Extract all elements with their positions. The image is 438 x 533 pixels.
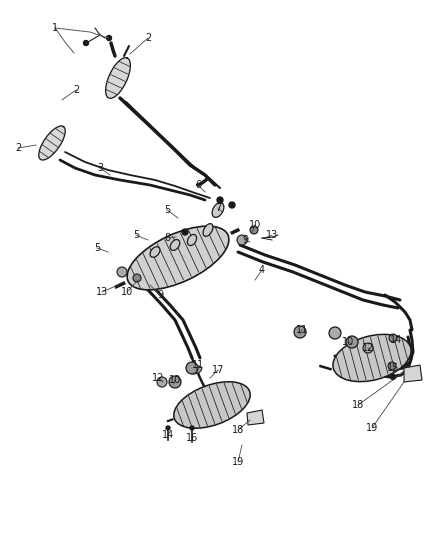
Text: 12: 12 — [362, 343, 374, 353]
Ellipse shape — [203, 224, 213, 236]
Circle shape — [250, 226, 258, 234]
Text: 1: 1 — [52, 23, 58, 33]
Text: 2: 2 — [145, 33, 151, 43]
Text: 17: 17 — [212, 365, 224, 375]
Text: 11: 11 — [192, 360, 204, 370]
Polygon shape — [106, 58, 131, 98]
Circle shape — [133, 274, 141, 282]
Circle shape — [363, 343, 373, 353]
Polygon shape — [247, 410, 264, 425]
Circle shape — [106, 36, 112, 41]
Circle shape — [237, 235, 247, 245]
Text: 7: 7 — [215, 203, 221, 213]
Circle shape — [157, 377, 167, 387]
Circle shape — [117, 267, 127, 277]
Text: 11: 11 — [296, 325, 308, 335]
Circle shape — [182, 229, 188, 235]
Text: 19: 19 — [232, 457, 244, 467]
Text: 13: 13 — [266, 230, 278, 240]
Circle shape — [217, 197, 223, 203]
Polygon shape — [39, 126, 65, 160]
Text: 4: 4 — [259, 265, 265, 275]
Text: 10: 10 — [169, 375, 181, 385]
Text: 18: 18 — [232, 425, 244, 435]
Ellipse shape — [187, 235, 197, 246]
Ellipse shape — [174, 382, 250, 428]
Circle shape — [294, 326, 306, 338]
Text: 2: 2 — [15, 143, 21, 153]
Circle shape — [166, 426, 170, 430]
Text: 5: 5 — [94, 243, 100, 253]
Ellipse shape — [333, 334, 411, 382]
Text: 13: 13 — [96, 287, 108, 297]
Text: 14: 14 — [162, 430, 174, 440]
Circle shape — [346, 336, 358, 348]
Text: 8: 8 — [164, 233, 170, 243]
Text: 10: 10 — [249, 220, 261, 230]
Circle shape — [169, 376, 181, 388]
Text: 5: 5 — [133, 230, 139, 240]
Circle shape — [391, 375, 396, 379]
Polygon shape — [404, 365, 422, 382]
Text: 9: 9 — [157, 290, 163, 300]
Circle shape — [389, 334, 397, 342]
Text: 3: 3 — [97, 163, 103, 173]
Circle shape — [229, 202, 235, 208]
Circle shape — [329, 327, 341, 339]
Ellipse shape — [170, 239, 180, 251]
Text: 16: 16 — [186, 433, 198, 443]
Text: 9: 9 — [242, 235, 248, 245]
Text: 14: 14 — [390, 335, 402, 345]
Ellipse shape — [212, 203, 224, 217]
Circle shape — [190, 426, 194, 430]
Text: 12: 12 — [152, 373, 164, 383]
Text: 18: 18 — [352, 400, 364, 410]
Ellipse shape — [190, 366, 202, 374]
Text: 10: 10 — [342, 337, 354, 347]
Text: 10: 10 — [121, 287, 133, 297]
Text: 2: 2 — [73, 85, 79, 95]
Text: 19: 19 — [366, 423, 378, 433]
Text: 6: 6 — [195, 180, 201, 190]
Circle shape — [388, 362, 396, 370]
Circle shape — [84, 41, 88, 45]
Ellipse shape — [150, 247, 160, 257]
Text: 5: 5 — [164, 205, 170, 215]
Circle shape — [186, 362, 198, 374]
Text: 15: 15 — [387, 363, 399, 373]
Ellipse shape — [127, 226, 229, 290]
